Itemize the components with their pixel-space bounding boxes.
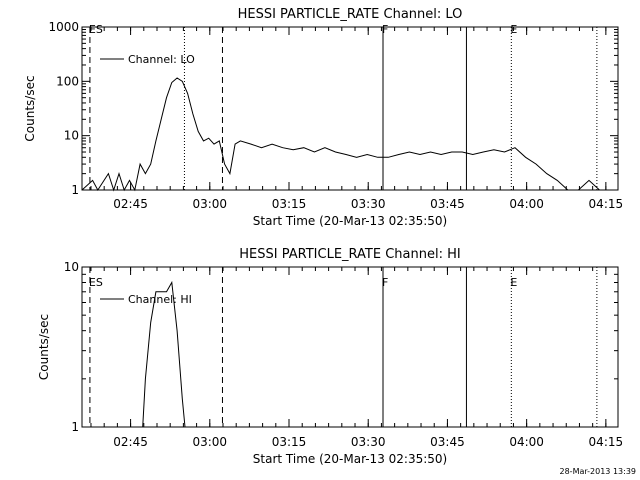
hi-y-tick-label: 1	[71, 420, 79, 434]
hi-y-axis-label: Counts/sec	[37, 314, 51, 380]
lo-legend-label: Channel: LO	[128, 53, 195, 66]
hi-x-tick-label: 04:15	[589, 435, 624, 449]
lo-channel-panel: HESSI PARTICLE_RATE Channel: LO 1 10 100 100…	[23, 7, 623, 228]
hi-x-tick-label: 03:15	[272, 435, 307, 449]
lo-marker-label: E	[510, 23, 517, 36]
lo-y-axis-label: Counts/sec	[23, 75, 37, 141]
hi-x-tick-label: 03:30	[351, 435, 386, 449]
hi-marker-label: E	[510, 276, 517, 289]
hi-x-tick-label: 02:45	[113, 435, 148, 449]
lo-y-tick-label: 10	[64, 129, 79, 143]
hi-y-tick-label: 10	[64, 260, 79, 274]
hi-x-axis-label: Start Time (20-Mar-13 02:35:50)	[253, 452, 447, 466]
hi-series-line	[142, 280, 186, 428]
lo-x-axis-label: Start Time (20-Mar-13 02:35:50)	[253, 214, 447, 228]
lo-plot-frame	[81, 26, 619, 191]
lo-y-tick-label: 1	[71, 183, 79, 197]
lo-marker-label: F	[382, 23, 388, 36]
footer-timestamp: 28-Mar-2013 13:39	[560, 467, 637, 476]
hi-channel-panel: HESSI PARTICLE_RATE Channel: HI 1 10 02:45 0…	[37, 247, 623, 466]
hi-marker-label: F	[382, 276, 388, 289]
hi-legend-label: Channel: HI	[128, 293, 192, 306]
lo-y-tick-label: 100	[56, 74, 79, 88]
lo-series-line	[81, 77, 611, 192]
hi-chart-title: HESSI PARTICLE_RATE Channel: HI	[239, 247, 460, 262]
lo-y-tick-label: 1000	[48, 20, 79, 34]
lo-x-tick-label: 04:15	[589, 197, 624, 211]
lo-chart-title: HESSI PARTICLE_RATE Channel: LO	[238, 7, 463, 22]
hi-x-tick-label: 03:00	[192, 435, 227, 449]
hi-plot-frame	[81, 266, 619, 428]
lo-x-tick-label: 03:45	[430, 197, 465, 211]
lo-x-tick-label: 02:45	[113, 197, 148, 211]
lo-x-tick-label: 04:00	[509, 197, 544, 211]
lo-x-tick-label: 03:30	[351, 197, 386, 211]
hi-x-tick-label: 03:45	[430, 435, 465, 449]
lo-x-tick-label: 03:00	[192, 197, 227, 211]
lo-marker-label: ES	[89, 23, 103, 36]
lo-x-tick-label: 03:15	[272, 197, 307, 211]
hi-marker-label: ES	[89, 276, 103, 289]
hi-x-tick-label: 04:00	[509, 435, 544, 449]
